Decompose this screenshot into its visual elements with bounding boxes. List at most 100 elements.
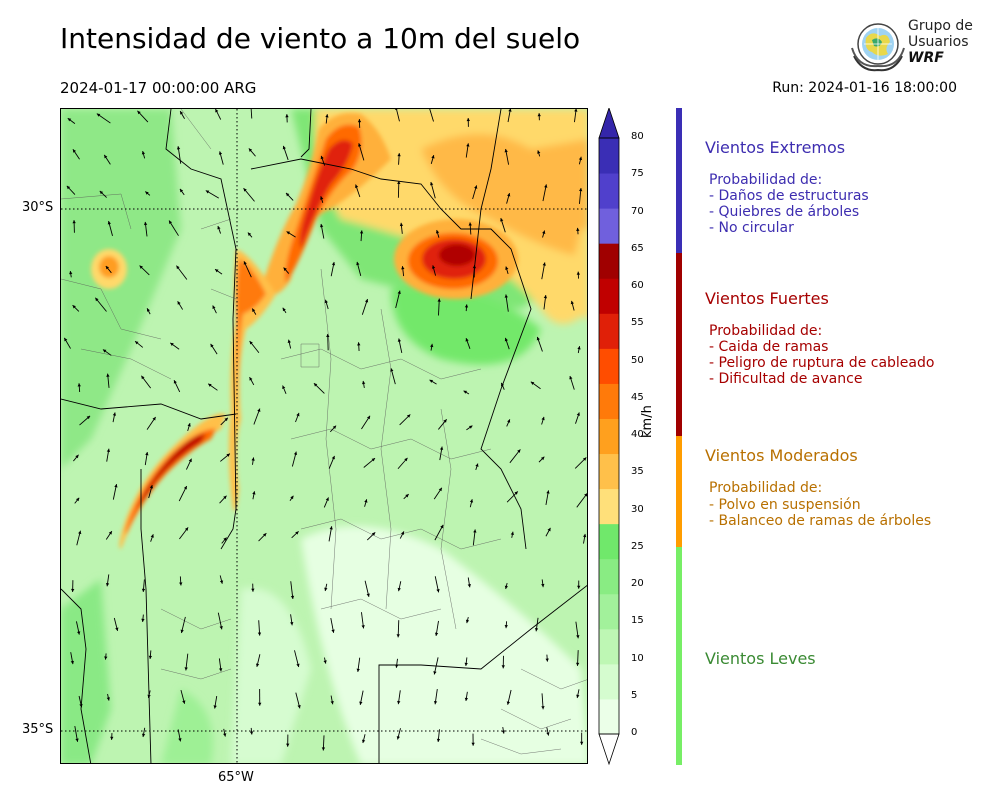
wind-vector-head: [500, 382, 505, 387]
colorbar-bin: [599, 418, 619, 455]
wind-vector-head: [325, 497, 329, 501]
wind-vector-head: [283, 267, 287, 271]
legend-extremos-item: - Daños de estructuras: [709, 188, 869, 204]
wind-vector-head: [514, 491, 518, 495]
wind-vector-head: [546, 490, 550, 494]
wind-vector-head: [331, 455, 335, 460]
wind-vector-head: [176, 146, 181, 150]
wind-field: [61, 109, 587, 763]
category-bar-fuertes: [676, 253, 682, 436]
wind-vector-head: [434, 632, 439, 636]
colorbar-tick-label: 30: [631, 503, 644, 515]
colorbar-bin: [599, 348, 619, 384]
wind-vector-head: [582, 457, 587, 461]
wind-vector-head: [75, 497, 80, 502]
colorbar-tick-label: 55: [631, 317, 644, 329]
wind-vector-head: [397, 700, 401, 705]
wind-vector-head: [296, 412, 300, 417]
wind-vector-head: [577, 346, 581, 350]
logo-text-line1: Grupo de: [908, 18, 973, 34]
wind-vector-head: [135, 341, 139, 345]
wind-vector-head: [504, 337, 508, 342]
wind-vector-head: [501, 665, 505, 669]
wind-vector-head: [219, 626, 223, 630]
wind-vector-head: [72, 220, 76, 224]
wind-vector-head: [329, 526, 333, 530]
wind-vector-head: [210, 343, 214, 348]
wind-vector-head: [141, 733, 146, 738]
wind-vector-head: [320, 196, 324, 200]
wrf-logo: [848, 16, 970, 72]
colorbar-bin: [599, 523, 619, 560]
wind-vector-head: [141, 375, 145, 380]
wind-vector-head: [104, 656, 108, 660]
wind-vector-head: [584, 493, 587, 497]
lat-label-35s: 35°S: [22, 722, 54, 737]
wind-vector-head: [507, 419, 511, 423]
legend-moderados-prob: Probabilidad de:: [709, 480, 823, 496]
wind-vector-head: [467, 584, 471, 588]
colorbar-tick-label: 20: [631, 578, 644, 589]
wind-vector-head: [106, 373, 110, 377]
wind-vector-head: [252, 308, 256, 312]
legend-moderados-item: - Balanceo de ramas de árboles: [709, 513, 932, 529]
wind-vector-head: [576, 271, 581, 275]
wind-vectors: [63, 109, 587, 751]
colorbar-bin: [599, 628, 619, 665]
wind-vector-head: [436, 738, 441, 742]
wind-vector-head: [106, 448, 111, 453]
run-time: Run: 2024-01-16 18:00:00: [772, 80, 957, 96]
wind-vector-head: [70, 660, 74, 665]
wind-vector-head: [148, 655, 153, 659]
globe-logo-icon: [851, 23, 905, 72]
wind-vector-head: [290, 495, 294, 500]
wind-vector-head: [79, 703, 83, 708]
province-borders: [61, 109, 587, 763]
wind-vector-head: [569, 375, 573, 380]
wind-vector-head: [249, 377, 253, 381]
colorbar-tick-label: 70: [631, 205, 644, 217]
wind-vector: [395, 109, 400, 122]
legend-moderados-title: Vientos Moderados: [705, 446, 858, 465]
wind-vector-head: [473, 529, 477, 533]
wind-vector-head: [545, 658, 549, 662]
colorbar-tick-label: 35: [631, 466, 644, 478]
wind-vector-head: [286, 192, 290, 197]
wind-vector-head: [75, 738, 79, 742]
wind-vector-head: [141, 151, 146, 155]
wind-vector-head: [247, 232, 252, 236]
category-bars: [676, 108, 682, 765]
wind-vector-head: [67, 118, 72, 122]
colorbar-tick-label: 40: [631, 429, 644, 440]
colorbar-bin: [599, 278, 619, 314]
wind-vector-head: [287, 339, 291, 344]
colorbar-tick-label: 0: [631, 727, 638, 738]
wind-vector-head: [505, 266, 509, 270]
wind-vector-head: [139, 265, 143, 269]
wind-vector-head: [147, 694, 151, 699]
logo-text-line2: Usuarios: [908, 34, 969, 50]
legend-leves-title: Vientos Leves: [705, 649, 816, 668]
wind-vector-head: [243, 261, 247, 265]
wind-vector-head: [507, 193, 511, 197]
wind-vector-head: [404, 457, 408, 462]
wind-vector-head: [464, 662, 468, 666]
wind-vector-head: [582, 533, 587, 538]
wind-vector-head: [105, 582, 110, 587]
wind-vector-head: [324, 587, 328, 592]
wind-vector-head: [357, 342, 361, 346]
wind-vector-head: [282, 145, 286, 150]
wind-vector-head: [544, 184, 548, 188]
colorbar-bin: [599, 173, 619, 209]
wind-vector-head: [251, 457, 255, 461]
wind-vector-head: [366, 593, 370, 597]
wind-vector-head: [257, 408, 261, 412]
wind-vector-head: [226, 453, 230, 457]
wind-vector-head: [358, 143, 362, 147]
wind-vector-head: [290, 595, 295, 599]
colorbar-bin: [599, 593, 619, 630]
wind-vector-head: [578, 156, 583, 161]
legend-fuertes-item: - Caida de ramas: [709, 339, 829, 355]
wind-vector-head: [359, 230, 364, 234]
wind-vector-head: [286, 231, 291, 235]
